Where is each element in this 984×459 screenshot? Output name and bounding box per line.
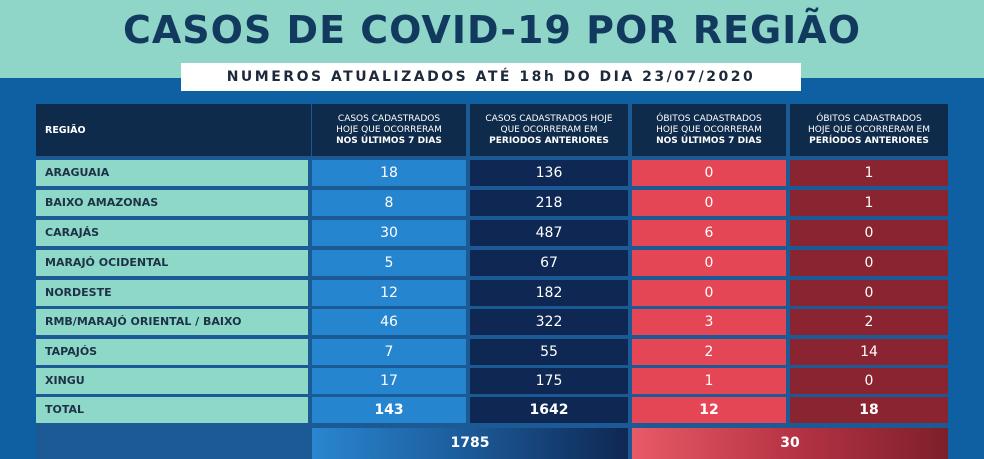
region-name: NORDESTE bbox=[36, 280, 308, 306]
total-label: TOTAL bbox=[36, 397, 308, 423]
deaths-7-days-cell: 0 bbox=[632, 160, 786, 186]
header-line: NOS ÚLTIMOS 7 DIAS bbox=[336, 135, 442, 146]
deaths-7-days-cell: 6 bbox=[632, 220, 786, 246]
deaths-7-days-cell: 3 bbox=[632, 309, 786, 335]
region-name: CARAJÁS bbox=[36, 220, 308, 246]
deaths-7-days-cell: 2 bbox=[632, 339, 786, 365]
cases-7-days-cell: 8 bbox=[312, 190, 466, 216]
cases-previous-cell: 182 bbox=[470, 280, 628, 306]
cases-7-days-cell: 12 bbox=[312, 280, 466, 306]
cases-previous-cell: 322 bbox=[470, 309, 628, 335]
deaths-previous-cell: 0 bbox=[790, 250, 948, 276]
header-cases-last-7-days: CASOS CADASTRADOS HOJE QUE OCORRERAM NOS… bbox=[312, 104, 466, 156]
header-line: ÓBITOS CADASTRADOS bbox=[656, 113, 762, 124]
header-line: ÓBITOS CADASTRADOS bbox=[816, 113, 922, 124]
cases-7-days-cell: 7 bbox=[312, 339, 466, 365]
total-deaths-previous: 18 bbox=[790, 397, 948, 423]
cases-previous-cell: 218 bbox=[470, 190, 628, 216]
deaths-7-days-cell: 1 bbox=[632, 368, 786, 394]
page-subtitle: NUMEROS ATUALIZADOS ATÉ 18h DO DIA 23/07… bbox=[181, 63, 801, 91]
header-line: PERÍODOS ANTERIORES bbox=[809, 135, 929, 146]
region-name: RMB/MARAJÓ ORIENTAL / BAIXO TOCANTINS bbox=[36, 309, 308, 354]
total-deaths-7-days: 12 bbox=[632, 397, 786, 423]
total-cases-7-days: 143 bbox=[312, 397, 466, 423]
deaths-previous-cell: 0 bbox=[790, 220, 948, 246]
header-line: CASOS CADASTRADOS HOJE bbox=[485, 113, 613, 124]
header-line: QUE OCORRERAM EM bbox=[500, 124, 598, 135]
grand-total-cases: 1785 bbox=[312, 428, 628, 459]
page-title: CASOS DE COVID-19 POR REGIÃO bbox=[122, 8, 862, 52]
deaths-previous-cell: 1 bbox=[790, 160, 948, 186]
region-name: BAIXO AMAZONAS bbox=[36, 190, 308, 216]
header-deaths-last-7-days: ÓBITOS CADASTRADOS HOJE QUE OCORRERAM NO… bbox=[632, 104, 786, 156]
deaths-7-days-cell: 0 bbox=[632, 280, 786, 306]
deaths-previous-cell: 0 bbox=[790, 280, 948, 306]
deaths-previous-cell: 1 bbox=[790, 190, 948, 216]
cases-previous-cell: 67 bbox=[470, 250, 628, 276]
cases-7-days-cell: 30 bbox=[312, 220, 466, 246]
header-cases-previous-periods: CASOS CADASTRADOS HOJE QUE OCORRERAM EM … bbox=[470, 104, 628, 156]
cases-previous-cell: 487 bbox=[470, 220, 628, 246]
header-region: REGIÃO bbox=[36, 104, 311, 156]
cases-7-days-cell: 17 bbox=[312, 368, 466, 394]
cases-7-days-cell: 18 bbox=[312, 160, 466, 186]
deaths-7-days-cell: 0 bbox=[632, 190, 786, 216]
cases-previous-cell: 175 bbox=[470, 368, 628, 394]
header-line: HOJE QUE OCORRERAM bbox=[656, 124, 762, 135]
cases-previous-cell: 55 bbox=[470, 339, 628, 365]
header-line: PERIODOS ANTERIORES bbox=[489, 135, 609, 146]
region-name: TAPAJÓS bbox=[36, 339, 308, 365]
header-deaths-previous-periods: ÓBITOS CADASTRADOS HOJE QUE OCORRERAM EM… bbox=[790, 104, 948, 156]
region-name: MARAJÓ OCIDENTAL bbox=[36, 250, 308, 276]
total-cases-previous: 1642 bbox=[470, 397, 628, 423]
header-line: HOJE QUE OCORRERAM EM bbox=[807, 124, 931, 135]
cases-previous-cell: 136 bbox=[470, 160, 628, 186]
deaths-previous-cell: 14 bbox=[790, 339, 948, 365]
deaths-previous-cell: 0 bbox=[790, 368, 948, 394]
header-line: HOJE QUE OCORRERAM bbox=[336, 124, 442, 135]
deaths-7-days-cell: 0 bbox=[632, 250, 786, 276]
deaths-previous-cell: 2 bbox=[790, 309, 948, 335]
cases-7-days-cell: 5 bbox=[312, 250, 466, 276]
region-name: ARAGUAIA bbox=[36, 160, 308, 186]
grand-total-deaths: 30 bbox=[632, 428, 948, 459]
header-line: CASOS CADASTRADOS bbox=[337, 113, 441, 124]
header-line: NOS ÚLTIMOS 7 DIAS bbox=[656, 135, 762, 146]
region-name: XINGU bbox=[36, 368, 308, 394]
cases-7-days-cell: 46 bbox=[312, 309, 466, 335]
